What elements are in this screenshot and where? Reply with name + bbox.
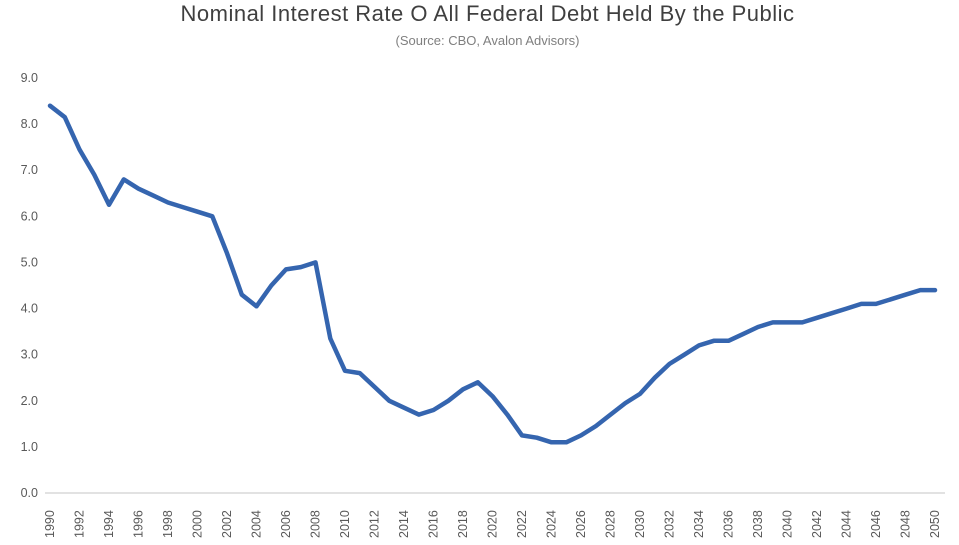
y-tick-label: 0.0: [21, 486, 38, 500]
x-tick-label: 2012: [368, 510, 382, 538]
x-tick-label: 2016: [427, 510, 441, 538]
x-tick-label: 2020: [486, 510, 500, 538]
x-tick-label: 1998: [161, 510, 175, 538]
x-tick-label: 2014: [397, 510, 411, 538]
x-tick-label: 2028: [604, 510, 618, 538]
x-tick-label: 2030: [633, 510, 647, 538]
x-tick-label: 2042: [810, 510, 824, 538]
chart-title: Nominal Interest Rate O All Federal Debt…: [180, 1, 795, 26]
x-tick-label: 2040: [781, 510, 795, 538]
y-tick-label: 8.0: [21, 117, 38, 131]
x-tick-label: 2000: [191, 510, 205, 538]
x-tick-label: 1992: [73, 510, 87, 538]
x-tick-label: 1994: [102, 510, 116, 538]
y-tick-label: 9.0: [21, 71, 38, 85]
x-tick-label: 2048: [899, 510, 913, 538]
x-tick-label: 2010: [338, 510, 352, 538]
x-tick-label: 2004: [250, 510, 264, 538]
x-tick-label: 2006: [279, 510, 293, 538]
x-tick-label: 2046: [869, 510, 883, 538]
y-tick-label: 5.0: [21, 255, 38, 269]
y-tick-label: 3.0: [21, 348, 38, 362]
x-tick-label: 2034: [692, 510, 706, 538]
y-tick-label: 4.0: [21, 302, 38, 316]
x-tick-label: 1996: [132, 510, 146, 538]
x-tick-label: 2044: [840, 510, 854, 538]
x-tick-label: 2038: [751, 510, 765, 538]
x-tick-label: 2018: [456, 510, 470, 538]
y-tick-label: 6.0: [21, 209, 38, 223]
x-tick-label: 2032: [663, 510, 677, 538]
x-tick-label: 2036: [722, 510, 736, 538]
x-tick-label: 2008: [309, 510, 323, 538]
y-tick-label: 2.0: [21, 394, 38, 408]
y-tick-label: 7.0: [21, 163, 38, 177]
x-tick-label: 2026: [574, 510, 588, 538]
x-tick-label: 2022: [515, 510, 529, 538]
series-line-nominal-interest-rate: [47, 103, 938, 445]
chart-subtitle: (Source: CBO, Avalon Advisors): [395, 33, 580, 48]
y-tick-label: 1.0: [21, 440, 38, 454]
x-tick-label: 2002: [220, 510, 234, 538]
x-tick-label: 2024: [545, 510, 559, 538]
x-tick-label: 1990: [43, 510, 57, 538]
x-tick-label: 2050: [928, 510, 942, 538]
